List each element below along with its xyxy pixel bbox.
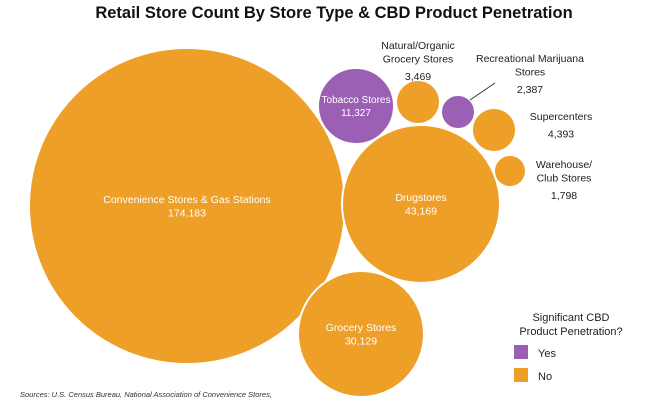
legend-title-line-1: Significant CBD <box>532 312 609 324</box>
bubbles-layer <box>28 47 527 398</box>
bubble-value-tobacco: 11,327 <box>341 108 371 119</box>
source-note: Sources: U.S. Census Bureau, National As… <box>20 390 272 399</box>
bubble-label-recreational: Stores <box>515 67 545 79</box>
bubble-label-natural: Grocery Stores <box>383 54 454 66</box>
bubble-value-natural: 3,469 <box>405 71 431 83</box>
labels-layer: Convenience Stores & Gas Stations174,183… <box>103 40 592 347</box>
bubble-supercenters <box>471 107 517 153</box>
legend-swatch-yes <box>514 345 528 359</box>
leader-line-recreational <box>469 82 496 101</box>
bubble-natural <box>395 79 441 125</box>
bubble-value-warehouse: 1,798 <box>551 190 577 202</box>
bubble-label-warehouse: Warehouse/ <box>536 159 592 171</box>
bubble-label-warehouse: Club Stores <box>537 173 592 185</box>
legend: Significant CBD Product Penetration? Yes… <box>514 312 623 383</box>
legend-label-no: No <box>538 371 552 383</box>
bubble-drugstores <box>341 124 501 284</box>
bubble-recreational <box>440 94 476 130</box>
chart-title: Retail Store Count By Store Type & CBD P… <box>95 4 572 22</box>
legend-swatch-no <box>514 368 528 382</box>
bubble-value-drugstores: 43,169 <box>405 205 437 217</box>
bubble-label-supercenters: Supercenters <box>530 111 592 123</box>
bubble-label-recreational: Recreational Marijuana <box>476 53 584 65</box>
bubble-value-convenience: 174,183 <box>168 207 206 219</box>
legend-title-line-2: Product Penetration? <box>519 326 622 338</box>
bubble-value-supercenters: 4,393 <box>548 129 574 141</box>
bubble-label-drugstores: Drugstores <box>395 192 446 204</box>
legend-label-yes: Yes <box>538 348 556 360</box>
bubble-label-tobacco: Tobacco Stores <box>322 95 391 106</box>
bubble-label-convenience: Convenience Stores & Gas Stations <box>103 194 271 206</box>
bubble-convenience <box>28 47 346 365</box>
bubble-warehouse <box>493 154 527 188</box>
bubble-label-natural: Natural/Organic <box>381 40 455 52</box>
bubble-label-grocery: Grocery Stores <box>326 322 397 334</box>
bubble-value-recreational: 2,387 <box>517 84 543 96</box>
bubble-tobacco <box>317 67 395 145</box>
bubble-grocery <box>297 270 425 398</box>
bubble-value-grocery: 30,129 <box>345 335 377 347</box>
